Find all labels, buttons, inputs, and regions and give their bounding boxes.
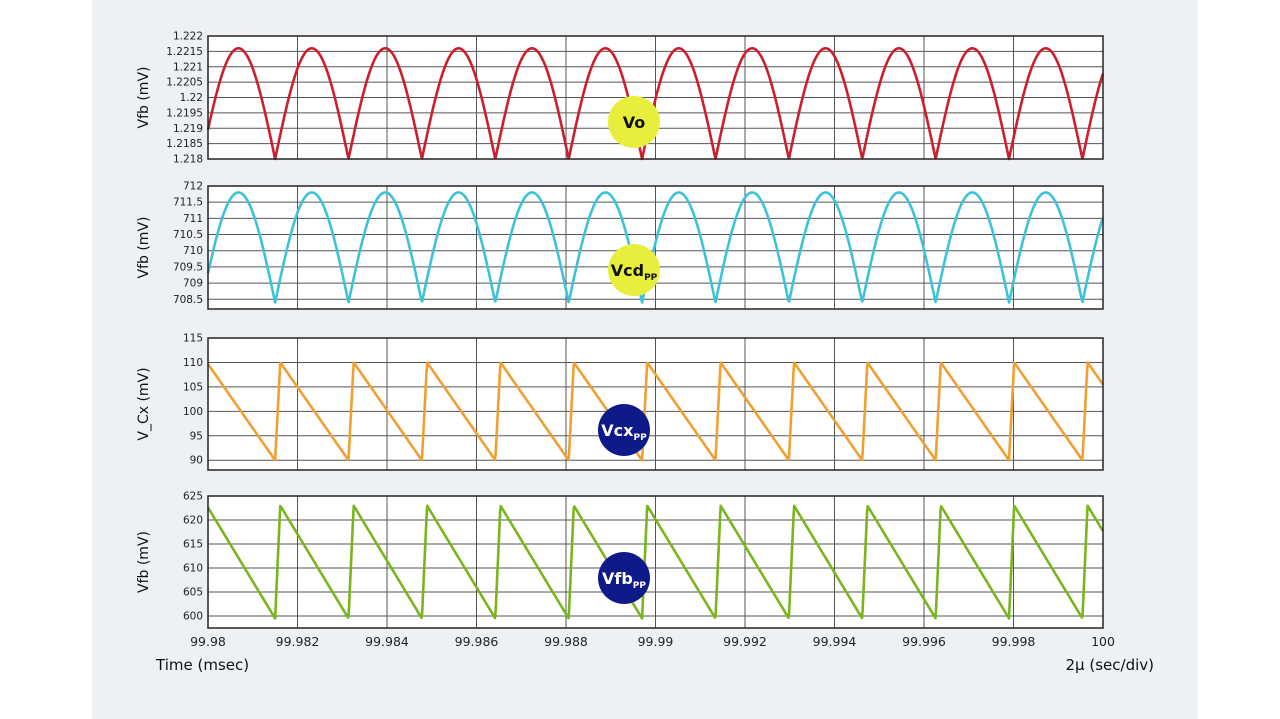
badge-circle xyxy=(598,552,650,604)
x-tick-label: 99.99 xyxy=(638,634,674,649)
y-tick-label: 625 xyxy=(183,491,203,503)
x-tick-label: 99.988 xyxy=(544,634,588,649)
y-axis-label-3: V_Cx (mV) xyxy=(136,367,152,440)
x-axis-label: Time (msec) xyxy=(155,656,249,674)
y-tick-label: 1.2185 xyxy=(166,138,203,150)
y-tick-label: 615 xyxy=(183,539,203,551)
series-line-2 xyxy=(206,191,1105,304)
scale-label: 2µ (sec/div) xyxy=(1066,656,1154,674)
badge-circle xyxy=(598,404,650,456)
y-tick-label: 605 xyxy=(183,587,203,599)
chart-canvas: 1.222 1.2215 1.221 1.2205 1.22 1.2195 1.219 1.2… xyxy=(136,31,1154,675)
y-tick-label: 95 xyxy=(190,430,203,442)
y-tick-label: 115 xyxy=(183,333,203,345)
figure: 1.222 1.2215 1.221 1.2205 1.22 1.2195 1.219 1.2… xyxy=(92,0,1198,719)
y-tick-label: 610 xyxy=(183,563,203,575)
y-tick-label: 1.2205 xyxy=(166,77,203,89)
series-line-4 xyxy=(206,504,1105,620)
x-tick-label: 100 xyxy=(1091,634,1115,649)
y-tick-label: 710 xyxy=(183,245,203,257)
y-tick-label: 620 xyxy=(183,515,203,527)
y-tick-label: 708.5 xyxy=(173,294,203,306)
plot-frame xyxy=(207,35,1104,160)
y-tick-label: 709 xyxy=(183,278,203,290)
x-tick-label: 99.998 xyxy=(992,634,1036,649)
y-tick-label: 110 xyxy=(183,357,203,369)
y-tick-label: 1.218 xyxy=(173,154,203,166)
y-tick-label: 105 xyxy=(183,381,203,393)
plot-frame xyxy=(207,337,1104,471)
y-tick-label: 711 xyxy=(183,213,203,225)
badge-circle xyxy=(608,244,660,296)
x-tick-label: 99.98 xyxy=(190,634,226,649)
series-line-1 xyxy=(206,47,1105,161)
y-axis-label-2: Vfb (mV) xyxy=(136,217,152,279)
x-tick-label: 99.996 xyxy=(902,634,946,649)
x-tick-label: 99.986 xyxy=(455,634,499,649)
y-tick-label: 709.5 xyxy=(173,261,203,273)
y-tick-label: 1.2195 xyxy=(166,107,203,119)
y-tick-label: 100 xyxy=(183,406,203,418)
y-tick-label: 1.221 xyxy=(173,61,203,73)
x-tick-label: 99.992 xyxy=(723,634,767,649)
badge-circle xyxy=(608,96,660,148)
y-axis-label-4: Vfb (mV) xyxy=(136,531,152,593)
y-tick-label: 710.5 xyxy=(173,229,203,241)
y-tick-label: 1.2215 xyxy=(166,46,203,58)
y-tick-label: 711.5 xyxy=(173,197,203,209)
plot-frame xyxy=(207,495,1104,629)
y-tick-label: 90 xyxy=(190,455,203,467)
x-tick-label: 99.982 xyxy=(276,634,320,649)
y-tick-label: 1.222 xyxy=(173,31,203,43)
y-tick-label: 1.219 xyxy=(173,123,203,135)
badge-label: Vo xyxy=(623,113,646,132)
y-tick-label: 712 xyxy=(183,181,203,193)
plot-frame xyxy=(207,185,1104,310)
y-tick-label: 600 xyxy=(183,611,203,623)
x-tick-label: 99.984 xyxy=(365,634,409,649)
y-tick-label: 1.22 xyxy=(180,92,203,104)
x-tick-label: 99.994 xyxy=(813,634,857,649)
y-axis-label-1: Vfb (mV) xyxy=(136,67,152,129)
series-line-3 xyxy=(206,361,1105,462)
